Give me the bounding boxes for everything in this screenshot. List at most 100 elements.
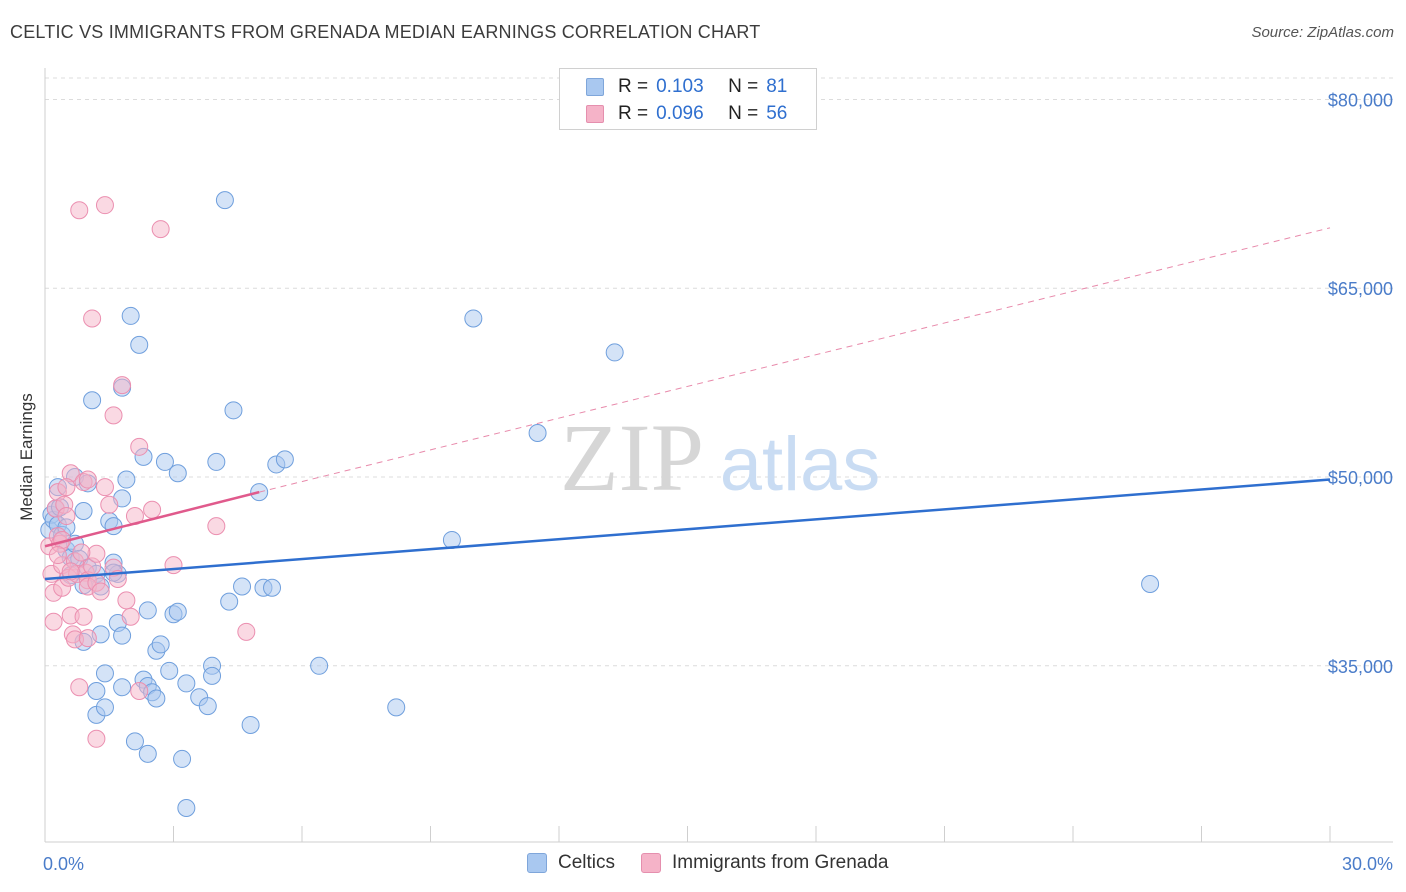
legend-row-celtics: R = 0.103 N = 81	[586, 75, 787, 99]
series-legend: Celtics Immigrants from Grenada	[527, 852, 914, 874]
y-axis-label: Median Earnings	[17, 393, 36, 521]
data-point-celtics	[241, 715, 260, 734]
data-point-celtics	[387, 698, 406, 717]
data-point-grenada	[78, 629, 97, 648]
data-point-celtics	[147, 689, 166, 708]
data-point-celtics	[113, 626, 132, 645]
legend-row-grenada: R = 0.096 N = 56	[586, 102, 787, 126]
data-point-grenada	[143, 500, 162, 519]
watermark: ZIP atlas	[560, 404, 880, 511]
data-point-celtics	[220, 592, 239, 611]
data-point-celtics	[138, 601, 157, 620]
data-point-celtics	[224, 401, 243, 420]
data-point-celtics	[168, 464, 187, 483]
n-value: 81	[766, 76, 788, 97]
data-point-celtics	[125, 732, 144, 751]
data-point-celtics	[177, 799, 196, 818]
data-point-celtics	[83, 391, 102, 410]
data-point-grenada	[48, 546, 67, 565]
data-point-celtics	[74, 502, 93, 521]
legend-item-grenada[interactable]: Immigrants from Grenada	[641, 852, 888, 874]
celtics-swatch	[586, 78, 604, 96]
n-value: 56	[766, 103, 788, 124]
data-point-grenada	[164, 556, 183, 575]
data-point-grenada	[151, 220, 170, 239]
r-value: 0.103	[656, 76, 704, 97]
data-point-celtics	[275, 450, 294, 469]
y-tick-label: $35,000	[1328, 657, 1393, 677]
data-point-grenada	[57, 507, 76, 526]
grid-lines	[45, 77, 1393, 667]
data-point-grenada	[113, 376, 132, 395]
y-tick-label: $65,000	[1328, 279, 1393, 299]
data-point-celtics	[203, 666, 222, 685]
data-point-celtics	[104, 517, 123, 536]
r-value: 0.096	[656, 103, 704, 124]
r-label: R =	[618, 76, 649, 97]
r-label: R =	[618, 103, 649, 124]
x-tick-label: 30.0%	[1342, 854, 1393, 874]
legend-label: Celtics	[558, 852, 616, 873]
trend-extension-grenada	[259, 227, 1331, 493]
trend-lines	[44, 227, 1331, 581]
data-point-celtics	[160, 661, 179, 680]
data-point-celtics	[207, 452, 226, 471]
n-label: N =	[728, 76, 759, 97]
data-point-grenada	[70, 678, 89, 697]
source-label: Source: ZipAtlas.com	[1251, 24, 1394, 41]
x-tick-label: 0.0%	[43, 854, 84, 874]
watermark-zip: ZIP	[560, 404, 704, 511]
trend-line-grenada	[44, 490, 260, 548]
data-point-grenada	[130, 437, 149, 456]
data-point-celtics	[117, 470, 136, 489]
data-point-celtics	[173, 749, 192, 768]
data-point-grenada	[207, 517, 226, 536]
data-point-celtics	[155, 452, 174, 471]
data-point-celtics	[87, 681, 106, 700]
data-point-celtics	[168, 602, 187, 621]
data-point-celtics	[130, 335, 149, 354]
n-label: N =	[728, 103, 759, 124]
data-point-grenada	[117, 591, 136, 610]
data-point-celtics	[198, 697, 217, 716]
data-point-grenada	[95, 478, 114, 497]
data-point-celtics	[215, 191, 234, 210]
legend-label: Immigrants from Grenada	[672, 852, 889, 873]
data-point-celtics	[310, 656, 329, 675]
data-point-celtics	[177, 674, 196, 693]
axes	[44, 68, 1393, 843]
chart-title: CELTIC VS IMMIGRANTS FROM GRENADA MEDIAN…	[10, 22, 761, 42]
y-tick-labels: $35,000 $50,000 $65,000 $80,000	[1328, 90, 1393, 676]
data-point-grenada	[74, 607, 93, 626]
data-point-grenada	[95, 196, 114, 215]
x-tick-labels: 0.0% 30.0%	[43, 854, 1393, 874]
celtics-swatch	[527, 853, 547, 873]
data-point-celtics	[151, 635, 170, 654]
data-point-celtics	[95, 698, 114, 717]
data-point-grenada	[91, 582, 110, 601]
y-tick-label: $80,000	[1328, 90, 1393, 110]
series-grenada	[40, 196, 256, 748]
data-point-grenada	[70, 201, 89, 220]
grenada-swatch	[641, 853, 662, 873]
data-point-celtics	[121, 306, 140, 325]
correlation-legend: R = 0.103 N = 81 R = 0.096 N = 56	[559, 68, 817, 130]
data-point-grenada	[130, 681, 149, 700]
data-point-celtics	[263, 578, 282, 597]
data-point-celtics	[464, 309, 483, 328]
watermark-atlas: atlas	[720, 422, 881, 507]
data-point-grenada	[100, 495, 119, 514]
data-point-celtics	[1141, 575, 1160, 593]
data-point-celtics	[528, 423, 547, 442]
data-point-grenada	[104, 406, 123, 425]
data-point-grenada	[72, 543, 91, 562]
legend-item-celtics[interactable]: Celtics	[527, 852, 615, 874]
series-celtics	[40, 191, 1160, 818]
data-point-grenada	[44, 612, 63, 631]
data-point-celtics	[233, 577, 252, 596]
data-point-grenada	[57, 478, 76, 497]
trend-line-celtics	[44, 478, 1331, 581]
data-point-grenada	[78, 470, 97, 489]
data-point-celtics	[605, 343, 624, 362]
